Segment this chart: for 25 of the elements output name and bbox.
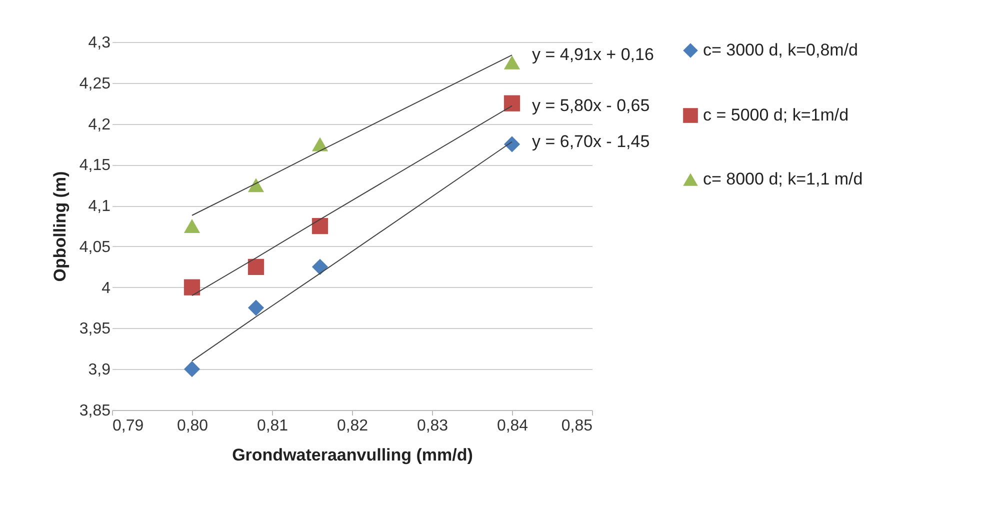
y-tick-label: 4,2: [88, 116, 111, 134]
x-tick-label: 0,85: [561, 418, 593, 434]
y-tick-label: 3,95: [79, 320, 111, 338]
annotation: y = 5,80x - 0,65: [532, 96, 650, 115]
legend-label: c= 8000 d; k=1,1 m/d: [703, 170, 863, 188]
y-tick-label: 3,9: [88, 362, 111, 379]
x-axis-title: Grondwateraanvulling (mm/d): [232, 446, 473, 464]
x-tick-label: 0,82: [336, 418, 368, 434]
x-tick-label: 0,84: [496, 418, 528, 434]
x-tick-label: 0,81: [256, 418, 288, 434]
annotation: y = 4,91x + 0,16: [532, 45, 654, 64]
x-tick-label: 0,79: [112, 418, 144, 434]
legend-label: c = 5000 d; k=1m/d: [703, 106, 849, 124]
legend-label: c= 3000 d, k=0,8m/d: [703, 40, 858, 60]
y-tick-label: 4: [102, 280, 111, 297]
y-tick-label: 4,15: [79, 157, 111, 174]
y-tick-label: 4,05: [79, 238, 111, 256]
x-tick-label: 0,83: [416, 418, 448, 434]
annotation: y = 6,70x - 1,45: [532, 132, 650, 151]
x-tick-label: 0,80: [176, 418, 208, 434]
y-axis-title: Opbolling (m): [50, 171, 70, 282]
y-tick-label: 4,25: [79, 75, 111, 92]
y-tick-label: 4,1: [88, 198, 111, 216]
y-tick-label: 3,85: [79, 402, 111, 420]
y-tick-label: 4,3: [88, 34, 111, 52]
